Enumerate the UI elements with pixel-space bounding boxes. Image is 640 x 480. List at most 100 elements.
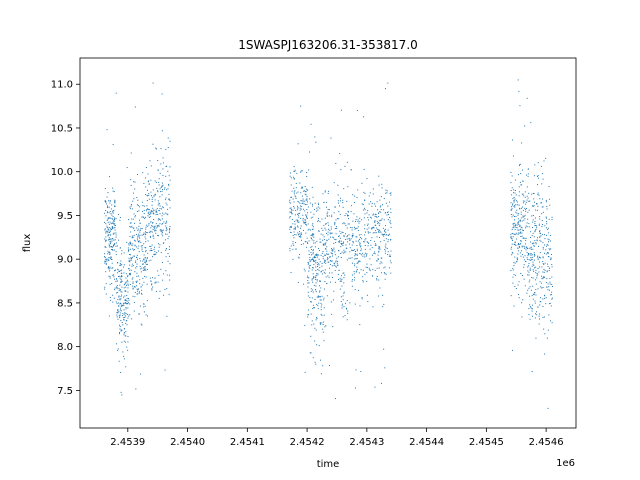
data-point (307, 282, 309, 284)
data-point (117, 318, 119, 320)
data-point (531, 304, 533, 306)
data-point (148, 224, 150, 226)
data-point (525, 174, 527, 176)
data-point (145, 261, 147, 263)
data-point (530, 257, 532, 259)
data-point (112, 274, 114, 276)
data-point (120, 391, 122, 393)
data-point (116, 286, 118, 288)
data-point (337, 261, 339, 263)
data-point (385, 243, 387, 245)
data-point (361, 297, 363, 299)
data-point (550, 320, 552, 322)
data-point (163, 242, 165, 244)
data-point (313, 242, 315, 244)
data-point (548, 198, 550, 200)
data-point (106, 129, 108, 131)
data-point (525, 260, 527, 262)
data-point (129, 261, 131, 263)
data-point (293, 201, 295, 203)
data-point (359, 244, 361, 246)
data-point (537, 162, 539, 164)
data-point (539, 231, 541, 233)
data-point (512, 239, 514, 241)
data-point (335, 219, 337, 221)
data-point (324, 269, 326, 271)
data-point (168, 236, 170, 238)
data-point (305, 194, 307, 196)
data-point (364, 239, 366, 241)
data-point (374, 213, 376, 215)
data-point (107, 206, 108, 208)
data-point (167, 137, 169, 139)
data-point (315, 259, 317, 261)
data-point (152, 228, 154, 230)
data-point (300, 208, 302, 210)
data-point (298, 256, 300, 258)
data-point (105, 209, 107, 211)
data-point (108, 237, 110, 239)
data-point (312, 205, 314, 207)
data-point (322, 270, 324, 272)
data-point (521, 250, 523, 252)
data-point (512, 198, 514, 200)
data-point (107, 218, 109, 220)
data-point (548, 248, 550, 250)
data-point (542, 257, 544, 259)
data-point (125, 315, 127, 317)
data-point (304, 193, 306, 195)
data-point (516, 224, 518, 226)
data-point (167, 188, 169, 190)
data-point (374, 224, 376, 226)
data-point (549, 249, 551, 251)
data-point (537, 205, 539, 207)
data-point (324, 260, 326, 262)
data-point (521, 227, 523, 229)
data-point (511, 213, 513, 215)
data-point (141, 284, 143, 286)
data-point (345, 244, 347, 246)
data-point (378, 247, 380, 249)
data-point (531, 371, 533, 373)
data-point (166, 222, 168, 224)
data-point (317, 209, 319, 211)
data-point (112, 221, 114, 223)
data-point (331, 214, 333, 216)
data-point (551, 286, 553, 288)
data-point (141, 247, 143, 249)
data-point (327, 211, 329, 213)
data-point (330, 226, 332, 228)
data-point (292, 243, 294, 245)
data-point (326, 259, 328, 261)
data-point (302, 243, 304, 245)
data-point (108, 239, 110, 241)
data-point (342, 206, 344, 208)
data-point (324, 191, 326, 193)
data-point (109, 253, 111, 255)
data-point (533, 294, 535, 296)
data-point (379, 219, 381, 221)
data-point (124, 341, 126, 343)
data-point (320, 254, 322, 256)
data-point (344, 165, 346, 167)
data-point (148, 216, 150, 218)
data-point (540, 297, 542, 299)
data-point (528, 274, 530, 276)
data-point (139, 305, 141, 307)
data-point (316, 280, 318, 282)
data-point (382, 234, 384, 236)
data-point (530, 259, 532, 261)
data-point (162, 279, 164, 281)
data-point (137, 293, 139, 295)
data-point (146, 257, 148, 259)
data-point (318, 230, 320, 232)
data-point (535, 225, 537, 227)
data-point (111, 228, 113, 230)
data-point (299, 202, 301, 204)
data-point (309, 259, 311, 261)
data-point (349, 251, 351, 253)
data-point (359, 243, 361, 245)
data-point (377, 254, 379, 256)
data-point (323, 239, 325, 241)
data-point (321, 262, 323, 264)
